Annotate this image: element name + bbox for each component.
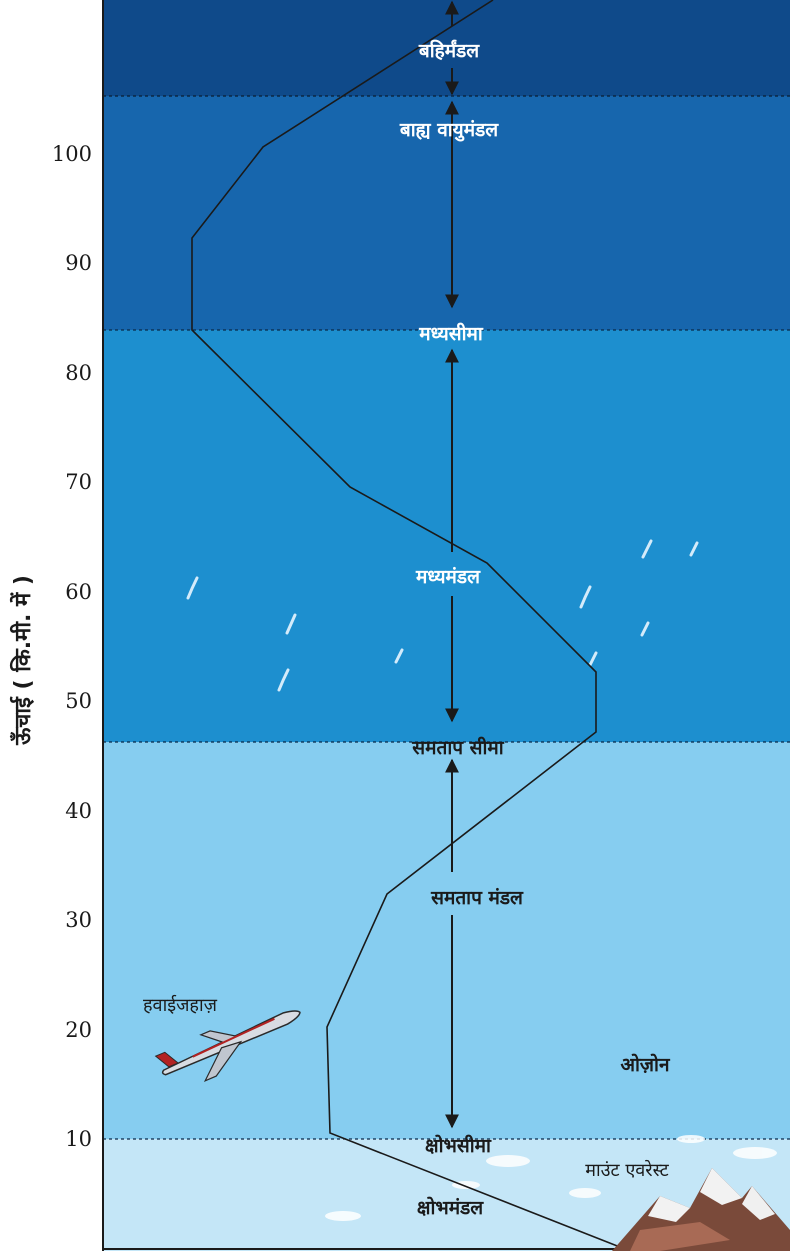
y-tick: 40 (65, 799, 92, 823)
y-tick: 100 (52, 142, 92, 166)
y-tick: 80 (65, 361, 92, 385)
y-tick: 10 (65, 1127, 92, 1151)
everest-label: माउंट एवरेस्ट (585, 1159, 669, 1181)
thermosphere-label: बाह्य वायुमंडल (399, 119, 499, 142)
stratosphere-label: समताप मंडल (430, 887, 524, 909)
y-tick: 20 (65, 1018, 92, 1042)
mesopause-label: मध्यसीमा (418, 322, 484, 345)
airplane-label: हवाईजहाज़ (143, 994, 218, 1016)
mesosphere-band (103, 330, 790, 742)
y-axis-title: ऊँचाई ( कि.मी. में ) (9, 575, 36, 746)
mesospheric-clouds (186, 539, 699, 692)
temperature-profile-line (191, 0, 631, 1251)
y-tick: 60 (65, 580, 92, 604)
troposphere-label: क्षोभमंडल (417, 1196, 484, 1219)
ozone-label: ओज़ोन (620, 1053, 670, 1076)
exosphere-label: बहिर्मंडल (418, 39, 480, 62)
y-tick: 50 (65, 689, 92, 713)
y-tick: 90 (65, 251, 92, 275)
stratopause-label: समताप सीमा (411, 736, 504, 759)
mesosphere-label: मध्यमंडल (415, 566, 481, 588)
mount-everest-illustration (612, 1168, 790, 1251)
y-tick: 30 (65, 908, 92, 932)
exosphere-band (103, 0, 790, 96)
y-axis-ticks: 10 20 30 40 50 60 70 80 90 100 (52, 142, 92, 1151)
tropopause-label: क्षोभसीमा (425, 1134, 492, 1157)
clouds (325, 1135, 777, 1221)
airplane-illustration (154, 1010, 301, 1082)
y-tick: 70 (65, 470, 92, 494)
